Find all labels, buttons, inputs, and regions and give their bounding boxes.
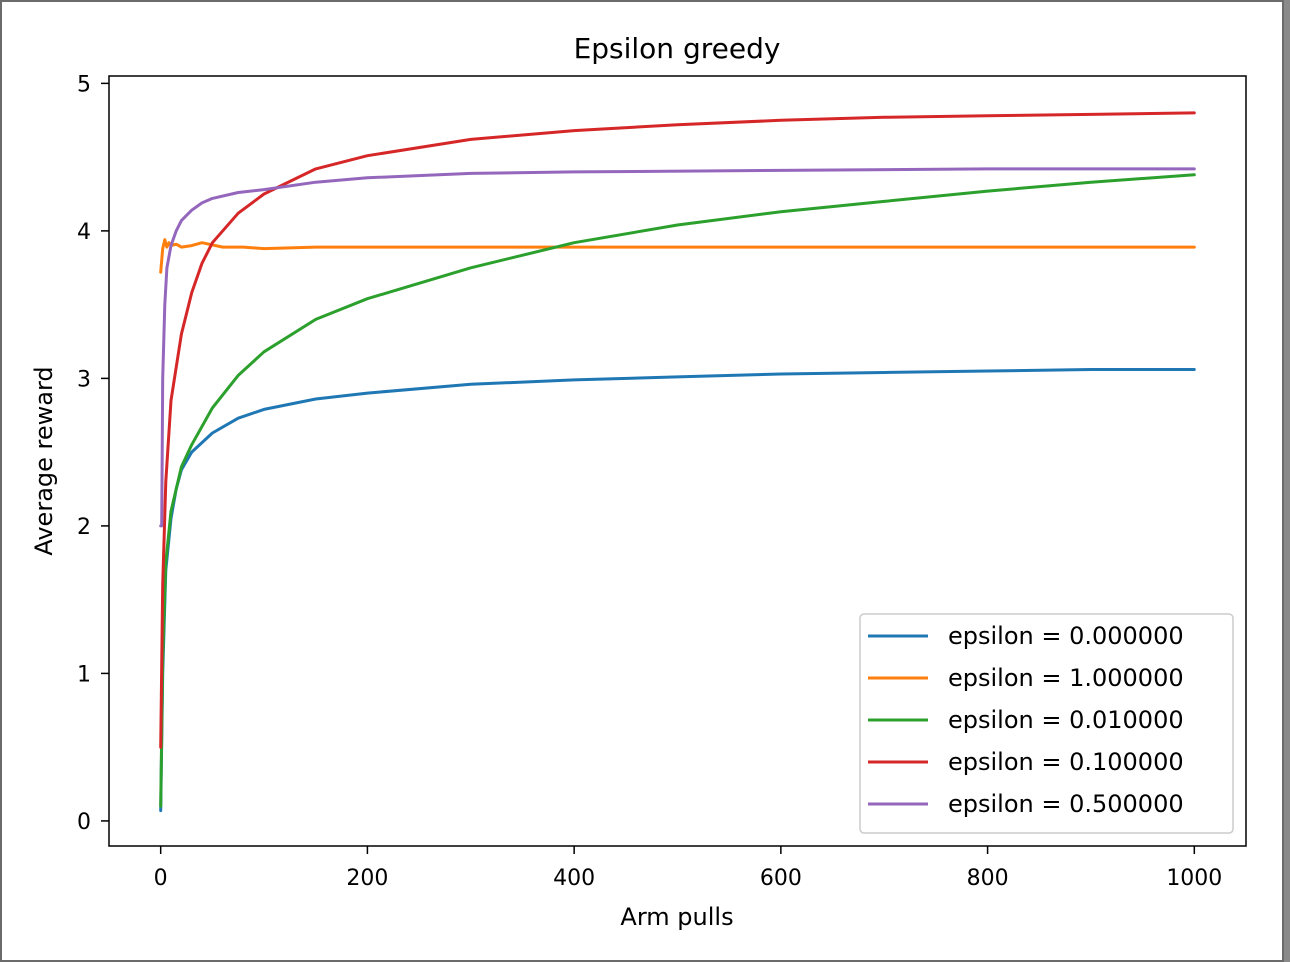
window-edge [1284,0,1290,962]
legend-label-4: epsilon = 0.500000 [948,790,1184,818]
x-tick-label-4: 800 [967,866,1009,891]
legend-label-3: epsilon = 0.100000 [948,748,1184,776]
x-axis-label: Arm pulls [620,903,733,931]
legend-items: epsilon = 0.000000 epsilon = 1.000000 epsi… [868,622,1184,818]
series-line-3 [159,111,1196,749]
x-tick-label-0: 0 [154,866,168,891]
y-tick-label-5: 5 [77,72,91,97]
x-tick-label-3: 600 [760,866,802,891]
series-line-4 [159,167,1196,528]
plot-frame [108,75,1247,847]
legend-box [859,613,1234,834]
legend-label-2: epsilon = 0.010000 [948,706,1184,734]
x-tick-label-5: 1000 [1166,866,1222,891]
x-tick-label-1: 200 [346,866,388,891]
y-tick-label-4: 4 [77,220,91,245]
x-tick-label-2: 400 [553,866,595,891]
legend-label-0: epsilon = 0.000000 [948,622,1184,650]
series-line-1 [159,238,1196,274]
series-line-2 [159,173,1196,808]
y-tick-label-2: 2 [77,515,91,540]
y-axis-label: Average reward [30,366,58,555]
legend-label-1: epsilon = 1.000000 [948,664,1184,692]
chart-title: Epsilon greedy [574,32,781,65]
y-tick-label-3: 3 [77,367,91,392]
y-tick-label-0: 0 [77,810,91,835]
legend: epsilon = 0.000000 epsilon = 1.000000 epsi… [859,613,1234,834]
axis-ticks: 0 200 400 600 800 1000 0 1 2 3 4 5 [77,72,1222,891]
y-tick-label-1: 1 [77,662,91,687]
plot-lines [159,111,1196,813]
